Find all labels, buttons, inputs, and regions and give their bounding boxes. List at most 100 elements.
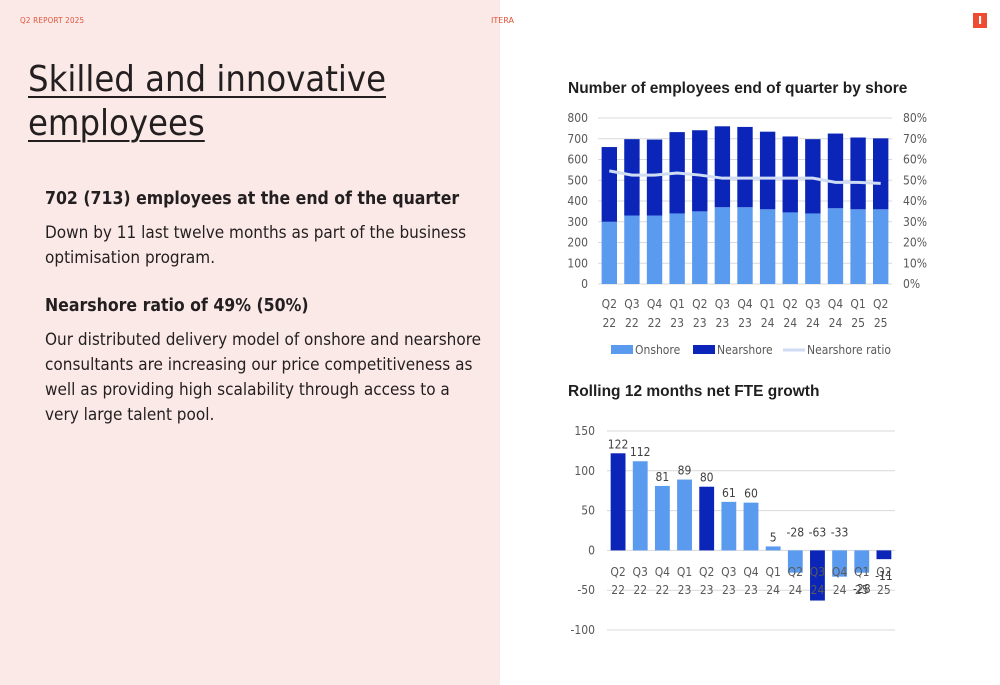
- employees-section: 702 (713) employees at the end of the qu…: [45, 187, 485, 271]
- x-tick-label: Q4: [655, 565, 670, 579]
- x-tick-label: 23: [693, 316, 707, 330]
- nearshore-ratio-line: [609, 169, 881, 185]
- x-tick-label: 24: [788, 583, 802, 597]
- x-tick-label: 22: [625, 316, 639, 330]
- brand-label: ITERA: [491, 16, 515, 25]
- y-tick-label: 0: [588, 543, 595, 557]
- bar-onshore: [601, 221, 617, 284]
- x-tick-label: Q2: [692, 297, 707, 311]
- x-tick-label: Q3: [721, 565, 736, 579]
- x-tick-label: Q3: [633, 565, 648, 579]
- x-tick-label: 24: [829, 316, 843, 330]
- bar-onshore: [782, 212, 798, 284]
- y2-tick-label: 50%: [903, 173, 927, 187]
- data-label: -11: [875, 569, 893, 583]
- y2-tick-label: 70%: [903, 132, 927, 146]
- bar-onshore: [827, 208, 844, 284]
- x-tick-label: 23: [722, 583, 736, 597]
- left-panel: [0, 0, 500, 685]
- bar-fte-growth: [832, 550, 848, 577]
- legend-label: Onshore: [635, 343, 681, 357]
- employees-body: Down by 11 last twelve months as part of…: [45, 223, 467, 268]
- x-tick-label: Q1: [677, 565, 692, 579]
- data-label: -33: [831, 525, 849, 539]
- bar-fte-growth: [787, 550, 803, 573]
- y2-tick-label: 60%: [903, 153, 927, 167]
- x-tick-label: 23: [670, 316, 684, 330]
- bar-nearshore: [805, 139, 821, 214]
- y-tick-label: 200: [567, 236, 588, 250]
- y2-tick-label: 20%: [903, 236, 927, 250]
- data-label: -28: [786, 525, 804, 539]
- bar-fte-growth: [743, 502, 759, 551]
- y2-tick-label: 40%: [903, 194, 927, 208]
- y-tick-label: 150: [574, 424, 595, 438]
- nearshore-heading: Nearshore ratio of 49% (50%): [45, 296, 309, 316]
- data-label: -63: [809, 525, 827, 539]
- x-tick-label: Q1: [850, 297, 865, 311]
- x-tick-label: 23: [744, 583, 758, 597]
- bar-nearshore: [714, 126, 731, 208]
- bar-fte-growth: [765, 546, 781, 551]
- bar-nearshore: [759, 131, 776, 210]
- x-tick-label: Q4: [832, 565, 847, 579]
- data-label: 80: [700, 471, 714, 485]
- y-tick-label: 800: [567, 111, 588, 125]
- x-tick-label: 25: [874, 316, 888, 330]
- x-tick-label: 24: [761, 316, 775, 330]
- x-tick-label: Q3: [810, 565, 825, 579]
- bar-fte-growth: [876, 550, 892, 560]
- y2-tick-label: 30%: [903, 215, 927, 229]
- y-tick-label: 0: [581, 277, 588, 291]
- bar-nearshore: [873, 138, 889, 210]
- x-tick-label: 23: [678, 583, 692, 597]
- bar-fte-growth: [654, 485, 670, 551]
- x-tick-label: 24: [783, 316, 797, 330]
- bar-nearshore: [646, 139, 663, 216]
- x-tick-label: Q1: [669, 297, 684, 311]
- bar-nearshore: [624, 139, 640, 216]
- bar-onshore: [646, 215, 663, 284]
- x-tick-label: Q2: [873, 297, 888, 311]
- x-tick-label: Q2: [610, 565, 625, 579]
- x-tick-label: 23: [738, 316, 752, 330]
- bar-onshore: [759, 209, 776, 284]
- bar-fte-growth: [854, 550, 870, 573]
- y-tick-label: 100: [567, 256, 588, 270]
- bar-fte-growth: [721, 501, 737, 551]
- data-label: 122: [608, 437, 629, 451]
- x-tick-label: Q1: [854, 565, 869, 579]
- bar-fte-growth: [610, 453, 626, 551]
- x-tick-label: 24: [806, 316, 820, 330]
- x-tick-label: Q2: [876, 565, 891, 579]
- data-label: -28: [853, 582, 871, 596]
- x-tick-label: 22: [633, 583, 647, 597]
- bar-fte-growth: [632, 461, 648, 551]
- nearshore-section: Nearshore ratio of 49% (50%) Our distrib…: [45, 294, 485, 428]
- x-tick-label: 24: [766, 583, 780, 597]
- fte-growth-chart-title: Rolling 12 months net FTE growth: [568, 383, 820, 400]
- itera-logo-icon: I: [973, 13, 987, 28]
- bar-onshore: [624, 215, 640, 284]
- x-tick-label: Q2: [699, 565, 714, 579]
- x-tick-label: Q1: [760, 297, 775, 311]
- bar-nearshore: [782, 136, 798, 213]
- bar-nearshore: [827, 133, 844, 209]
- employees-by-shore-chart: 0 100 200 300 400 500 600 700 800 0% 10% 20% 30% 40% 5…: [567, 111, 927, 357]
- x-tick-label: Q4: [737, 297, 752, 311]
- x-tick-label: 23: [716, 316, 730, 330]
- data-label: 89: [678, 464, 692, 478]
- fte-growth-chart: -100 -50 0 50 100 150 Q2 22 122 Q3 22 112 Q4 22 81 Q1 23…: [571, 424, 895, 637]
- x-tick-label: 22: [656, 583, 670, 597]
- x-tick-label: 25: [877, 583, 891, 597]
- y-tick-label: -100: [571, 623, 596, 637]
- x-tick-label: 22: [648, 316, 662, 330]
- y-tick-label: 600: [567, 153, 588, 167]
- x-tick-label: Q1: [765, 565, 780, 579]
- employees-chart-title: Number of employees end of quarter by sh…: [568, 80, 908, 97]
- y2-tick-label: 10%: [903, 256, 927, 270]
- bar-onshore: [737, 207, 753, 284]
- y-tick-label: 500: [567, 173, 588, 187]
- x-tick-label: 22: [611, 583, 625, 597]
- x-tick-label: 24: [833, 583, 847, 597]
